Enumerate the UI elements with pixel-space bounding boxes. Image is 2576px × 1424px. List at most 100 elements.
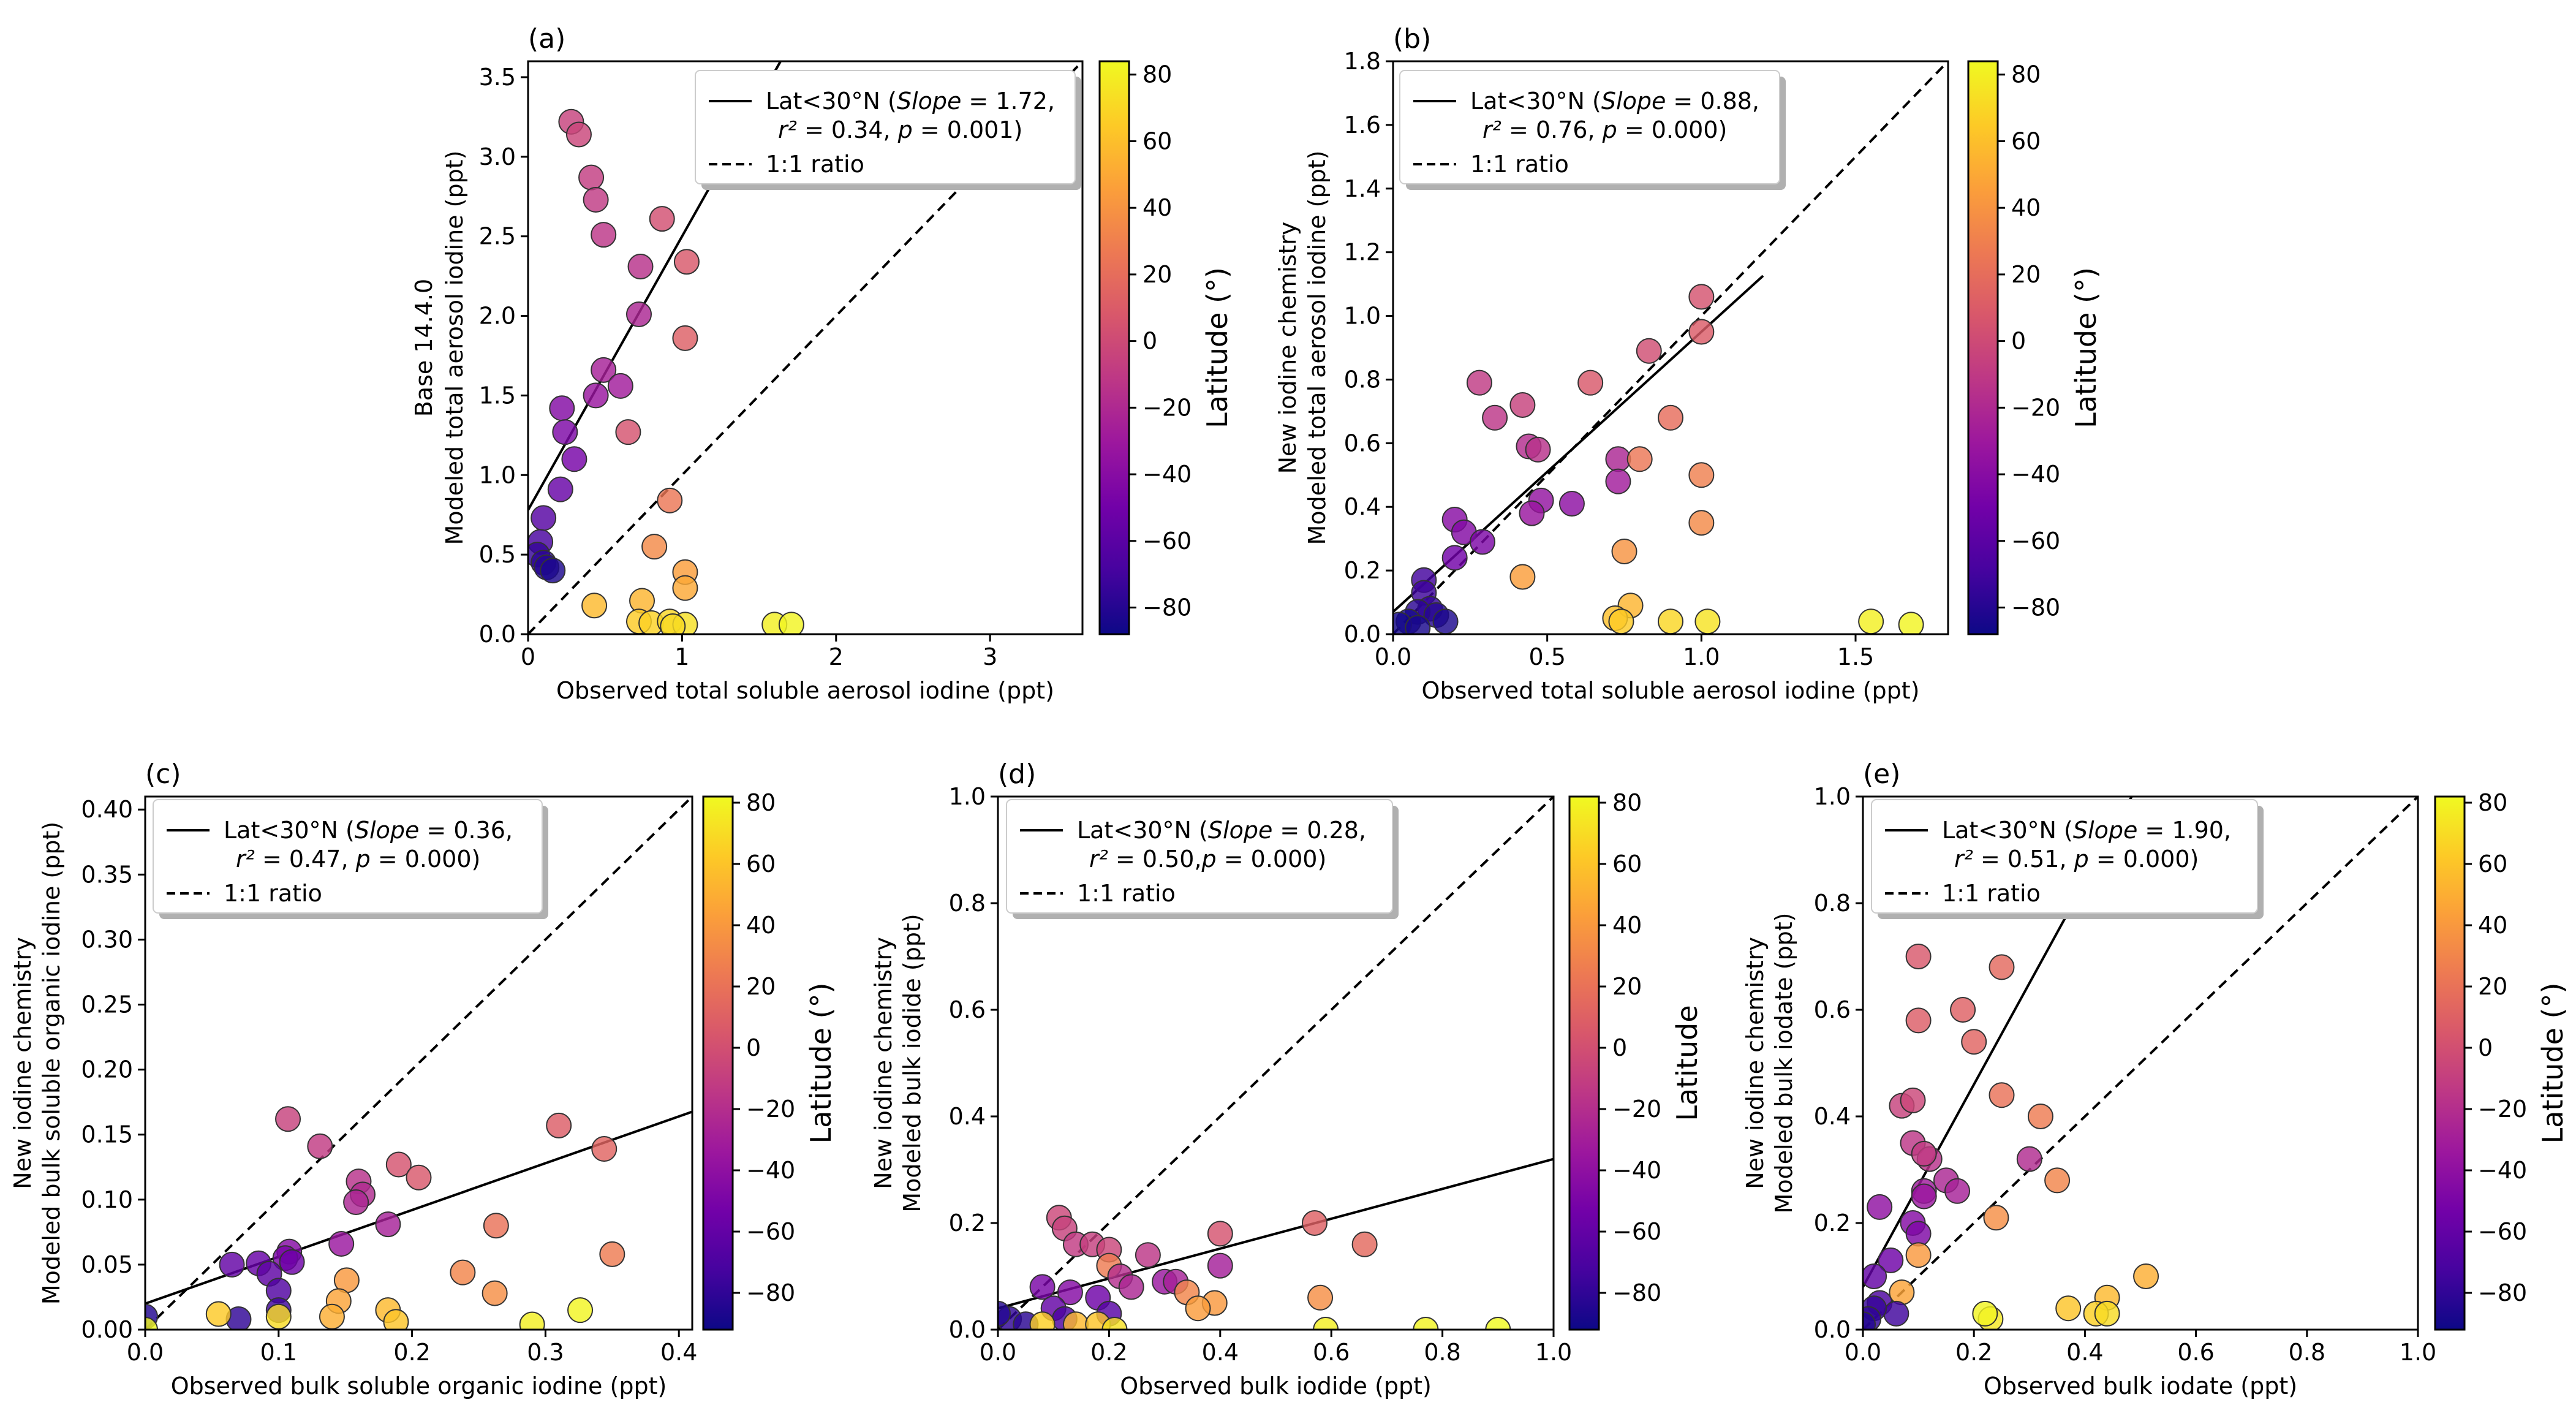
- y-tick-label: 0.4: [1814, 1103, 1851, 1130]
- data-point: [657, 488, 682, 513]
- data-point: [1030, 1274, 1055, 1299]
- legend-fit-label-line2: r² = 0.34, p = 0.001): [778, 116, 1022, 143]
- data-point: [2045, 1168, 2069, 1192]
- panel-e: (e)0.0 0.2 0.4 0.6 0.8 1.00.00.20.40.60.81.0O…: [1742, 274, 2569, 1399]
- colorbar-tick-label: −60: [1612, 1218, 1661, 1245]
- data-point: [540, 558, 565, 583]
- y-tick-label: 1.2: [1344, 239, 1381, 266]
- y-tick-label: 0.10: [81, 1186, 133, 1213]
- colorbar-tick-label: 60: [1143, 127, 1172, 154]
- colorbar-label: Latitude: [1671, 1005, 1704, 1121]
- data-point: [1483, 406, 1507, 430]
- data-point: [1899, 612, 1924, 637]
- legend-ratio-label: 1:1 ratio: [1470, 151, 1569, 178]
- x-axis-label: Observed total soluble aerosol iodine (p…: [1422, 677, 1920, 704]
- y-axis-label-line1: New iodine chemistry: [870, 937, 897, 1189]
- data-point: [1912, 1142, 1936, 1166]
- data-point: [1906, 944, 1931, 969]
- data-point: [1433, 609, 1458, 634]
- data-point: [329, 1232, 353, 1256]
- x-tick-label: 1.0: [1683, 643, 1720, 670]
- data-point: [1063, 1312, 1088, 1336]
- x-tick-label: 0.8: [2289, 1339, 2325, 1366]
- data-point: [484, 1213, 508, 1238]
- colorbar-tick-label: 60: [2478, 850, 2507, 877]
- colorbar-tick-label: 20: [2011, 261, 2041, 288]
- colorbar-gradient: [2435, 797, 2465, 1330]
- x-tick-label: 0.8: [1424, 1339, 1460, 1366]
- y-axis-label-line1: New iodine chemistry: [1274, 222, 1301, 474]
- data-point: [562, 447, 586, 471]
- y-axis-label-line2: Modeled bulk soluble organic iodine (ppt…: [38, 822, 65, 1305]
- x-tick-label: 1.5: [1837, 643, 1874, 670]
- data-point: [1510, 565, 1535, 589]
- colorbar-tick-label: 20: [746, 973, 776, 1000]
- data-point: [1030, 1312, 1055, 1336]
- y-tick-label: 0.15: [81, 1121, 133, 1148]
- y-tick-label: 0.2: [1344, 557, 1381, 584]
- y-tick-label: 0.00: [81, 1316, 133, 1343]
- colorbar-tick-label: 80: [2478, 789, 2507, 816]
- data-point: [1637, 339, 1661, 363]
- x-tick-label: 0.4: [660, 1339, 697, 1366]
- colorbar-tick-label: −80: [1143, 594, 1192, 621]
- y-axis-label-line2: Modeled total aerosol iodine (ppt): [1304, 151, 1331, 545]
- x-tick-label: 0.4: [1202, 1339, 1239, 1366]
- y-tick-label: 0.40: [81, 796, 133, 823]
- x-axis-label: Observed bulk iodide (ppt): [1120, 1373, 1432, 1399]
- data-point: [1884, 1301, 1908, 1326]
- data-point: [2095, 1301, 2120, 1326]
- y-tick-label: 0.2: [1814, 1210, 1851, 1237]
- data-point: [1984, 1205, 2008, 1230]
- colorbar-tick-label: −20: [2478, 1096, 2527, 1123]
- colorbar-tick-label: −40: [746, 1157, 795, 1184]
- data-point: [1443, 545, 1467, 570]
- data-point: [1945, 1179, 1970, 1203]
- data-point: [2134, 1264, 2158, 1289]
- y-tick-label: 0.25: [81, 991, 133, 1018]
- colorbar-tick-label: −60: [2011, 528, 2060, 555]
- y-tick-label: 1.8: [1344, 48, 1381, 75]
- colorbar-gradient: [703, 797, 733, 1330]
- y-tick-label: 1.0: [1344, 303, 1381, 330]
- y-tick-label: 0.4: [1344, 493, 1381, 520]
- x-axis-label: Observed bulk soluble organic iodine (pp…: [171, 1373, 667, 1399]
- regression-line: [1863, 274, 2418, 1287]
- colorbar-tick-label: −80: [2011, 594, 2060, 621]
- data-point: [546, 1113, 571, 1138]
- data-point: [1689, 510, 1713, 535]
- x-tick-label: 0.6: [2177, 1339, 2214, 1366]
- legend-fit-label-line1: Lat<30°N (Slope = 1.90,: [1942, 817, 2231, 844]
- data-point: [1208, 1254, 1233, 1278]
- x-tick-label: 0.6: [1313, 1339, 1350, 1366]
- legend: Lat<30°N (Slope = 0.88,r² = 0.76, p = 0.…: [1400, 70, 1786, 190]
- y-tick-label: 0.05: [81, 1251, 133, 1278]
- data-point: [1962, 1029, 1986, 1054]
- data-point: [280, 1250, 304, 1274]
- colorbar: −80 −60 −40 −20 0 20 40 60 80 Latitude (°): [2435, 789, 2569, 1330]
- data-point: [2056, 1296, 2080, 1320]
- panel-label: (a): [528, 23, 565, 55]
- y-tick-label: 1.0: [1814, 783, 1851, 810]
- panel-label: (b): [1393, 23, 1431, 55]
- y-tick-label: 0.30: [81, 926, 133, 953]
- data-point: [1695, 609, 1720, 634]
- data-point: [1302, 1211, 1327, 1235]
- y-tick-label: 1.6: [1344, 112, 1381, 138]
- colorbar-tick-label: 0: [2011, 328, 2026, 355]
- y-tick-label: 0.35: [81, 861, 133, 888]
- data-point: [1467, 371, 1492, 395]
- colorbar-label: Latitude (°): [2536, 983, 2569, 1144]
- y-tick-label: 1.4: [1344, 175, 1381, 202]
- data-point: [1689, 284, 1713, 309]
- data-point: [579, 165, 603, 190]
- data-point: [1951, 998, 1975, 1022]
- y-tick-label: 1.0: [949, 783, 986, 810]
- legend-ratio-label: 1:1 ratio: [1077, 880, 1176, 907]
- data-point: [1862, 1264, 1886, 1289]
- colorbar-label: Latitude (°): [2069, 267, 2102, 428]
- colorbar-tick-label: −40: [2478, 1157, 2527, 1184]
- data-point: [1186, 1296, 1211, 1320]
- colorbar: −80 −60 −40 −20 0 20 40 60 80 Latitude (°): [1968, 61, 2102, 634]
- colorbar-tick-label: −20: [746, 1096, 795, 1123]
